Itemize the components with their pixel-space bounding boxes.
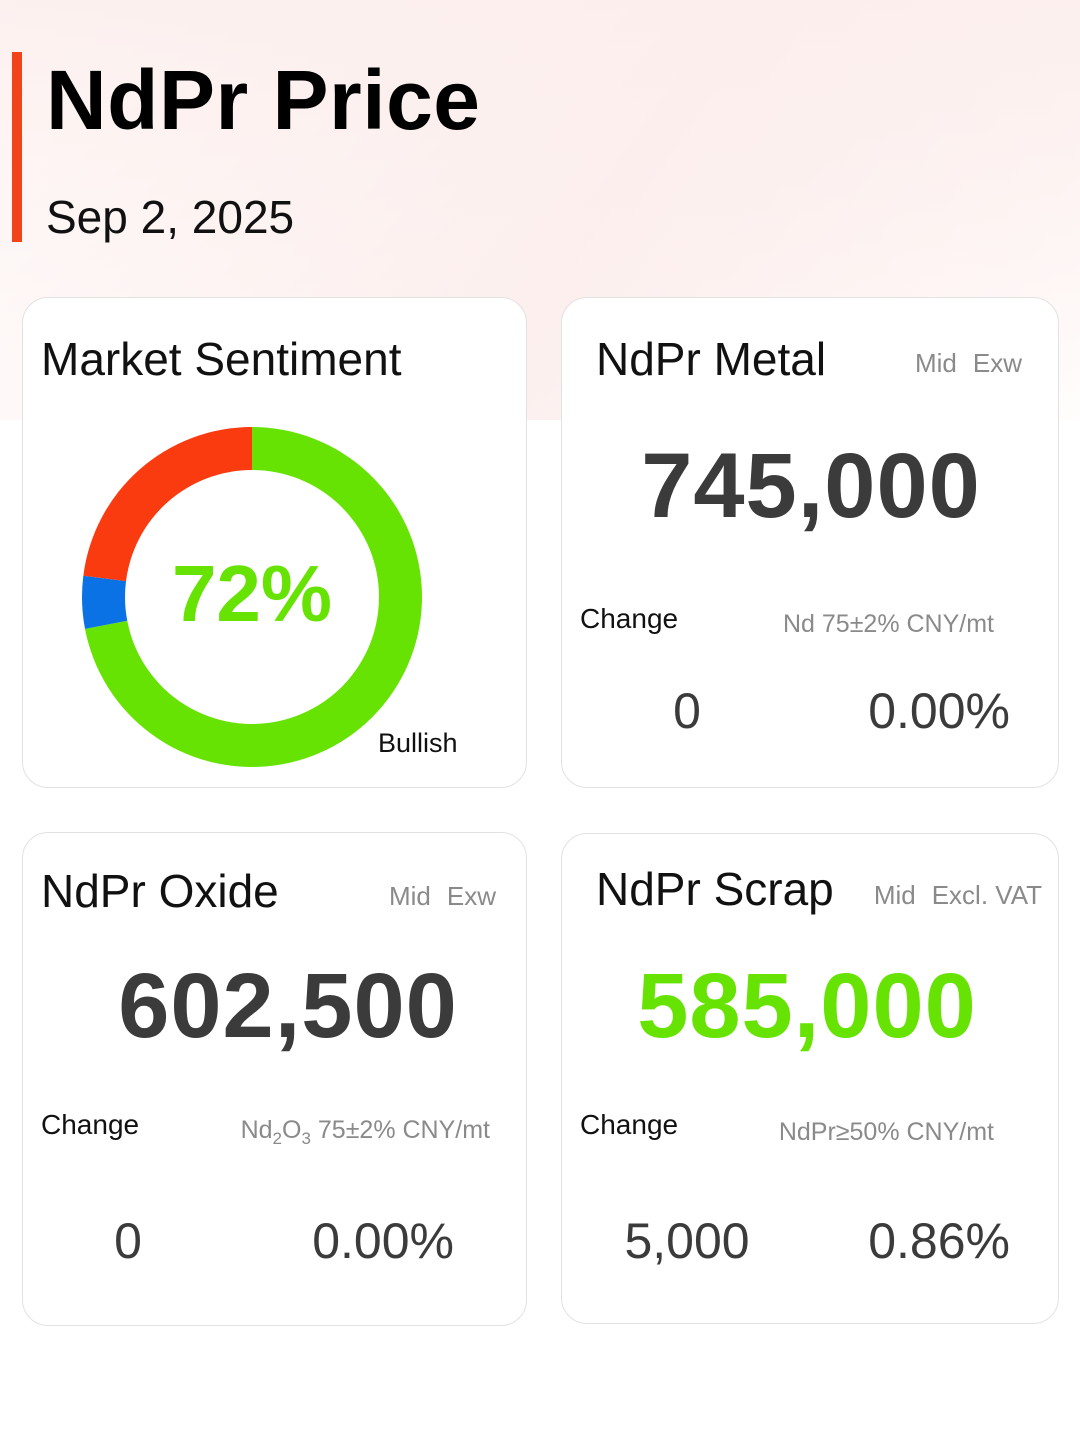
donut-segment-bearish (83, 427, 252, 582)
scrap-price: 585,000 (637, 955, 977, 1057)
oxide-spec-el2: O (282, 1116, 302, 1144)
scrap-title: NdPr Scrap (596, 863, 834, 915)
metal-tag-mid: Mid (914, 348, 957, 378)
oxide-change-abs: 0 (114, 1213, 142, 1269)
oxide-spec-rest: 75±2% CNY/mt (317, 1116, 490, 1144)
oxide-change-pct: 0.00% (312, 1213, 454, 1269)
ndpr-oxide-card: NdPr Oxide Mid Exw 602,500 Change Nd2O3 7… (22, 832, 527, 1326)
oxide-tag-exw: Exw (446, 881, 496, 911)
metal-change-abs: 0 (673, 683, 701, 739)
oxide-spec: Nd2O3 75±2% CNY/mt (240, 1116, 490, 1148)
metal-change-pct: 0.00% (868, 683, 1010, 739)
scrap-spec: NdPr≥50% CNY/mt (778, 1118, 994, 1146)
sentiment-percent: 72% (171, 549, 333, 638)
metal-price: 745,000 (641, 435, 981, 537)
metal-spec: Nd 75±2% CNY/mt (782, 610, 994, 638)
oxide-tags: Mid Exw (389, 883, 496, 909)
market-sentiment-card: Market Sentiment 72% Bullish (22, 297, 527, 788)
metal-tag-exw: Exw (972, 348, 1022, 378)
scrap-tag-mid: Mid (873, 880, 916, 910)
scrap-tags: Mid Excl. VAT (874, 882, 1042, 908)
page-date: Sep 2, 2025 (46, 191, 295, 243)
metal-title: NdPr Metal (596, 333, 827, 385)
donut-segment-neutral (82, 575, 128, 629)
ndpr-metal-card: NdPr Metal Mid Exw 745,000 Change Nd 75±2… (561, 297, 1059, 788)
title-accent-bar (12, 52, 22, 242)
oxide-change-label: Change (41, 1109, 140, 1140)
oxide-spec-sub1: 2 (272, 1129, 283, 1148)
scrap-change-abs: 5,000 (624, 1213, 750, 1269)
metal-tags: Mid Exw (915, 350, 1022, 376)
oxide-price: 602,500 (118, 955, 458, 1057)
scrap-tag-vat: Excl. VAT (931, 880, 1042, 910)
page-title: NdPr Price (46, 53, 481, 147)
ndpr-scrap-card: NdPr Scrap Mid Excl. VAT 585,000 Change N… (561, 833, 1059, 1324)
sentiment-title: Market Sentiment (41, 333, 402, 385)
scrap-change-pct: 0.86% (868, 1213, 1010, 1269)
oxide-spec-el1: Nd (240, 1116, 273, 1144)
oxide-title: NdPr Oxide (41, 865, 279, 917)
oxide-spec-sub2: 3 (301, 1129, 311, 1148)
scrap-change-label: Change (580, 1109, 679, 1140)
oxide-tag-mid: Mid (388, 881, 431, 911)
sentiment-donut-chart (82, 427, 422, 767)
sentiment-label: Bullish (378, 728, 458, 758)
metal-change-label: Change (580, 603, 679, 634)
